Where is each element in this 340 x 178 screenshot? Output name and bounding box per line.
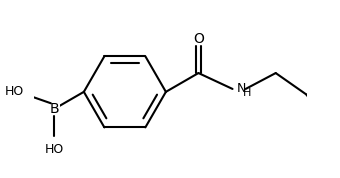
Text: HO: HO [45, 143, 64, 156]
Text: B: B [49, 102, 59, 116]
Text: N: N [237, 82, 246, 95]
Text: H: H [243, 88, 252, 98]
Text: O: O [193, 32, 204, 46]
Text: HO: HO [5, 85, 24, 98]
